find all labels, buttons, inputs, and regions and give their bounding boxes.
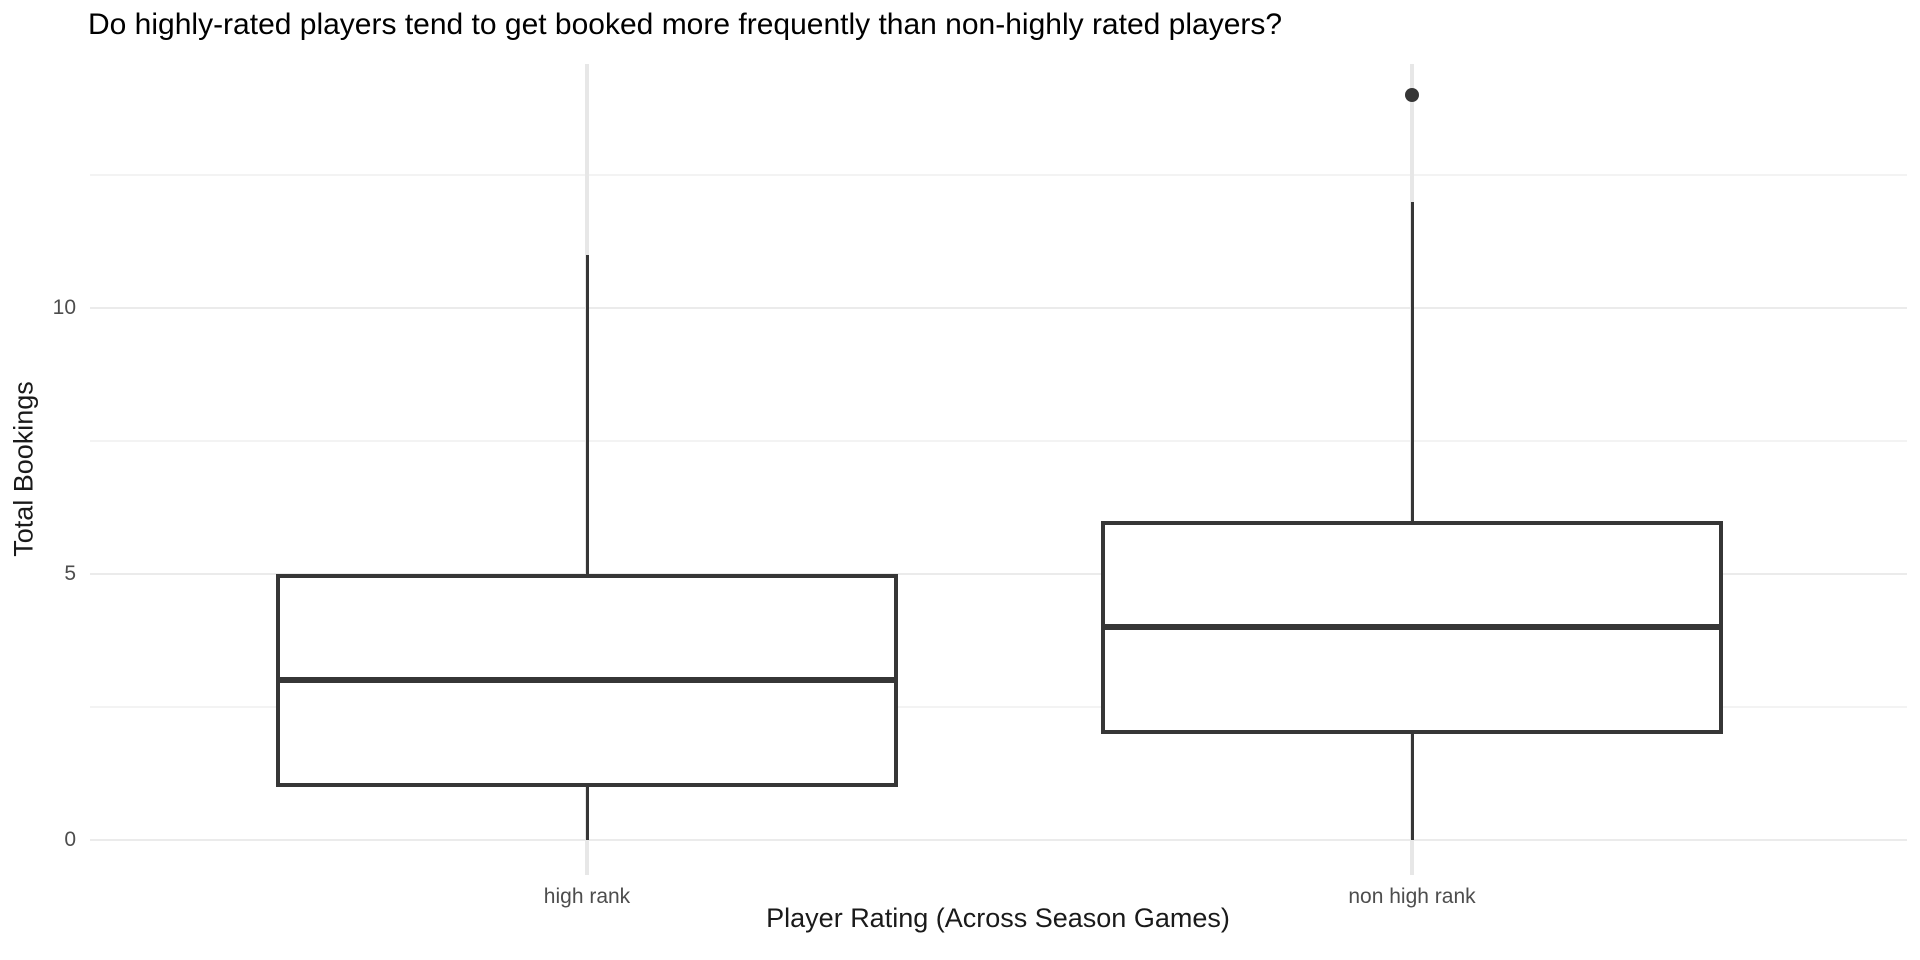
x-axis-title: Player Rating (Across Season Games) [766,903,1230,933]
outlier-point [1405,88,1419,102]
y-tick-label: 5 [64,562,76,585]
whisker-lower [585,787,589,840]
major-gridline [90,307,1907,309]
chart-title: Do highly-rated players tend to get book… [88,8,1283,41]
y-tick-label: 10 [52,296,76,319]
x-tick-label: high rank [543,885,631,908]
minor-gridline [90,174,1907,176]
whisker-upper [585,255,589,574]
major-gridline [90,839,1907,841]
y-tick-label: 0 [64,828,76,851]
whisker-upper [1410,202,1414,521]
median-line [1101,624,1723,630]
median-line [276,677,898,683]
x-tick-label: non high rank [1348,885,1476,908]
y-axis-title: Total Bookings [8,381,39,557]
major-gridline [90,573,1907,575]
minor-gridline [90,440,1907,442]
whisker-lower [1410,734,1414,840]
minor-gridline [90,706,1907,708]
